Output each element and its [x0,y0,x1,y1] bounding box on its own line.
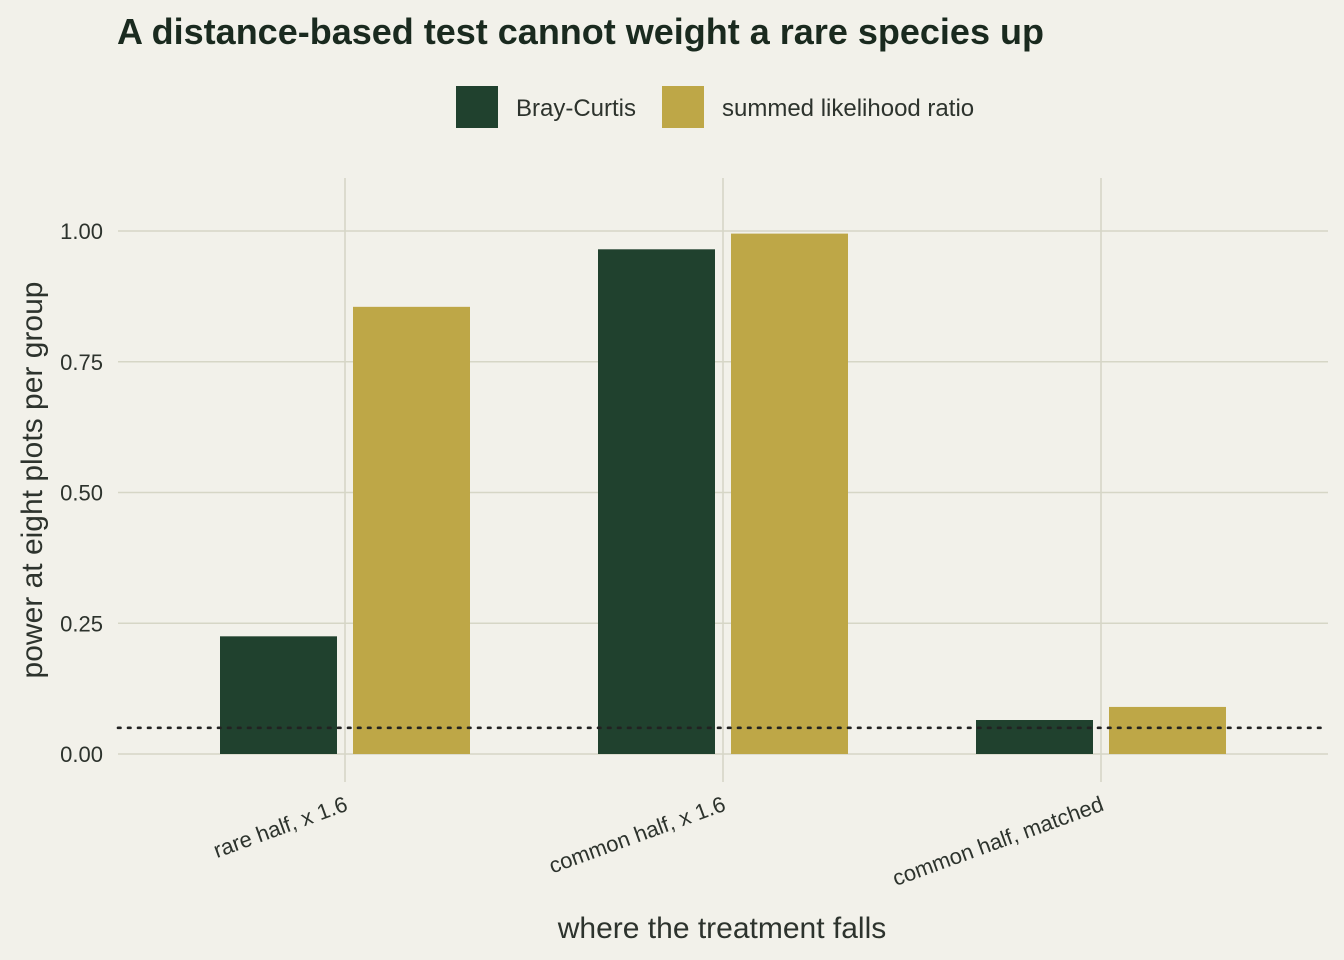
bars-layer [220,233,1226,755]
y-tick-label: 0.50 [60,481,103,506]
x-tick-label: common half, x 1.6 [545,791,728,878]
bar-bray-curtis [220,636,337,754]
bar-summed-likelihood-ratio [731,233,848,755]
bar-bray-curtis [598,249,715,754]
legend: Bray-Curtis summed likelihood ratio [456,86,974,128]
x-tick-labels: rare half, x 1.6 common half, x 1.6 common… [210,791,1107,891]
x-tick-label: rare half, x 1.6 [210,791,351,863]
y-axis-title: power at eight plots per group [16,282,49,679]
y-tick-label: 0.25 [60,611,103,636]
y-tick-label: 0.75 [60,350,103,375]
chart-title: A distance-based test cannot weight a ra… [117,11,1044,52]
y-tick-label: 1.00 [60,219,103,244]
x-tick-label: common half, matched [889,791,1107,891]
legend-swatch [456,86,498,128]
bar-summed-likelihood-ratio [353,306,470,754]
legend-swatch [662,86,704,128]
bar-bray-curtis [976,720,1093,754]
legend-label: summed likelihood ratio [722,95,974,122]
x-axis-title: where the treatment falls [557,912,887,945]
y-tick-label: 0.00 [60,742,103,767]
legend-label: Bray-Curtis [516,95,636,122]
y-tick-labels: 0.00 0.25 0.50 0.75 1.00 [60,219,103,767]
bar-summed-likelihood-ratio [1109,706,1226,754]
